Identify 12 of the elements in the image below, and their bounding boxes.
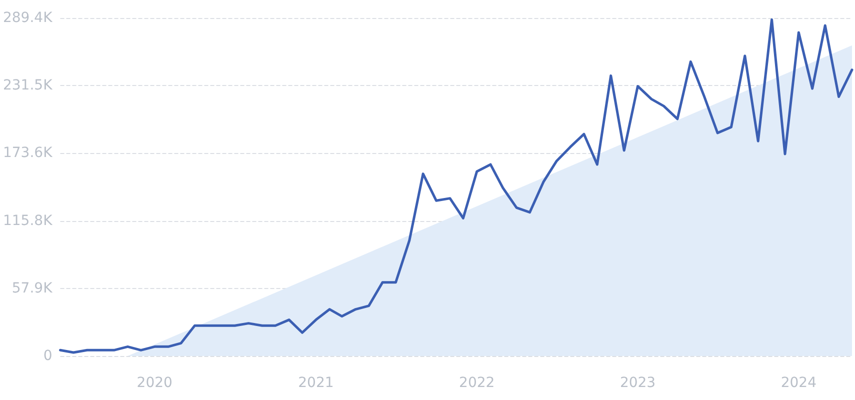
y-tick-label: 115.8K [2,212,54,229]
x-tick-label: 2023 [620,375,656,391]
x-tick-label: 2024 [780,375,817,391]
line-series [59,18,854,354]
y-tick-label: 231.5K [2,78,54,94]
y-tick-label: 57.9K [12,280,54,296]
x-tick-label: 2022 [459,375,495,391]
y-tick-label: 173.6K [2,145,54,162]
y-tick-label: 289.4K [2,10,54,26]
y-tick-label: 0 [43,348,52,364]
x-tick-label: 2021 [298,375,334,391]
x-tick-label: 2020 [136,375,172,391]
